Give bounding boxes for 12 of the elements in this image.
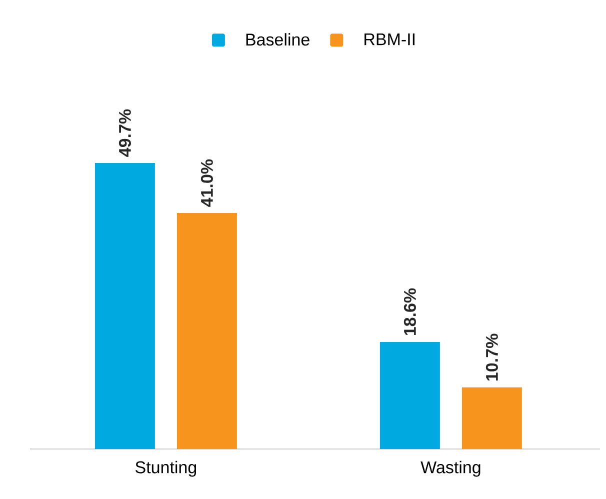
legend-label: Baseline <box>246 33 310 46</box>
bar <box>176 213 237 449</box>
data-label: 49.7% <box>118 109 131 157</box>
data-label: 10.7% <box>486 334 498 380</box>
bar <box>380 342 440 449</box>
legend-label: RBM-II <box>364 33 414 46</box>
bar <box>462 387 522 449</box>
x-tick-label: Wasting <box>420 460 480 477</box>
x-tick-label: Stunting <box>136 460 196 477</box>
data-label: 41.0% <box>200 159 213 207</box>
bar <box>94 162 155 449</box>
data-label: 18.6% <box>404 288 416 336</box>
